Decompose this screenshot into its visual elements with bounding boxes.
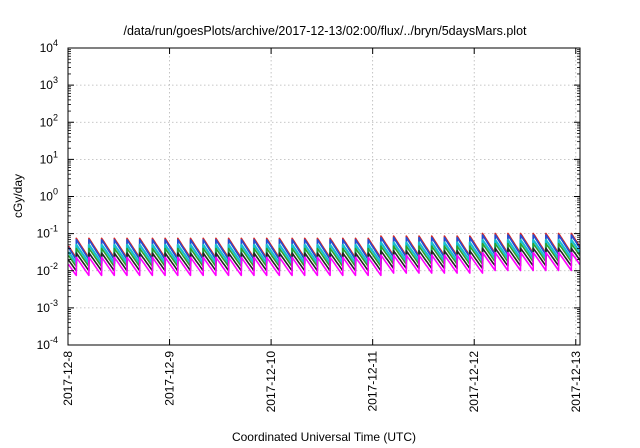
y-tick-label: 100 xyxy=(40,187,58,204)
x-tick-label: 2017-12-11 xyxy=(366,351,380,412)
y-tick-label: 101 xyxy=(40,149,58,166)
x-tick-label: 2017-12-9 xyxy=(163,351,177,406)
y-tick-label: 10-1 xyxy=(37,224,58,241)
x-tick-label: 2017-12-12 xyxy=(467,351,481,413)
x-ticks: 2017-12-8 2017-12-9 2017-12-10 2017-12-11 20… xyxy=(61,48,583,412)
x-tick-label: 2017-12-8 xyxy=(61,351,75,406)
series-line xyxy=(67,251,581,277)
series-layer xyxy=(67,232,581,277)
y-tick-label: 10-2 xyxy=(37,261,58,278)
y-tick-label: 10-4 xyxy=(37,335,58,352)
y-tick-label: 103 xyxy=(40,75,58,92)
y-tick-label: 102 xyxy=(40,112,58,129)
y-tick-label: 10-3 xyxy=(37,298,58,315)
y-axis-label: cGy/day xyxy=(11,174,25,218)
y-ticks: 10-4 10-3 10-2 10-1 100 101 102 103 104 xyxy=(37,38,580,352)
x-tick-label: 2017-12-10 xyxy=(264,351,278,413)
y-tick-label: 104 xyxy=(40,38,58,55)
x-tick-label: 2017-12-13 xyxy=(569,351,583,413)
chart-title: /data/run/goesPlots/archive/2017-12-13/0… xyxy=(123,24,527,38)
x-axis-label: Coordinated Universal Time (UTC) xyxy=(232,430,416,444)
